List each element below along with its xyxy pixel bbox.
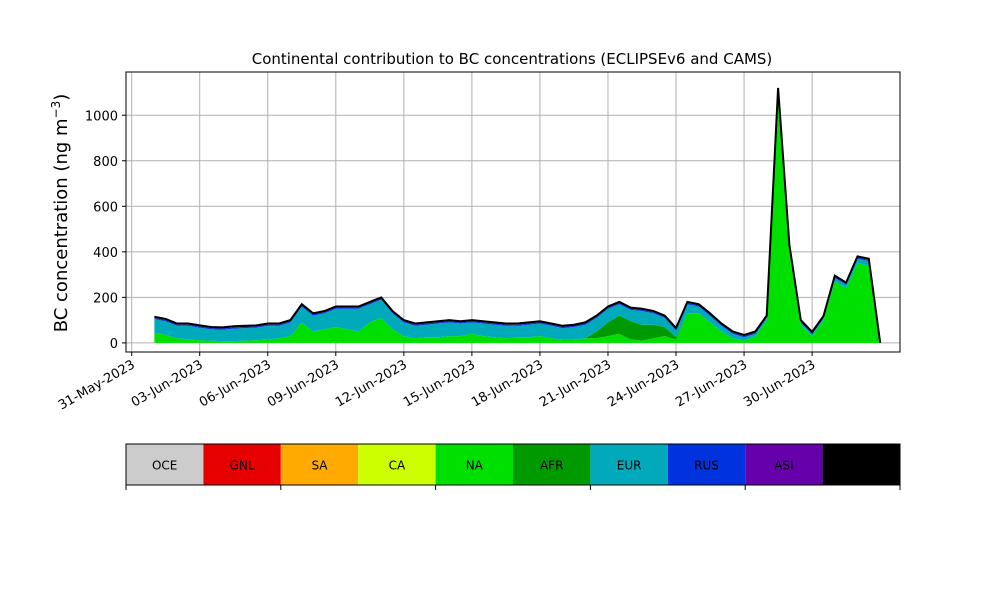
legend-label-oce: OCE (152, 459, 177, 473)
x-tick-label: 24-Jun-2023 (605, 357, 682, 410)
grid-layer (126, 72, 900, 352)
legend-swatch-rus (667, 444, 746, 485)
legend-swatch-afr (513, 444, 591, 485)
legend-swatch-sa (280, 444, 359, 485)
legend: OCE GNL SA CA NA AFR EUR RUS ASI AUS (125, 443, 901, 490)
legend-label-sa: SA (311, 459, 328, 473)
y-axis-label-close: ) (51, 94, 72, 101)
legend-swatch-eur (590, 444, 668, 485)
y-tick-label: 200 (93, 291, 118, 306)
x-tick-label: 21-Jun-2023 (537, 357, 614, 410)
legend-swatch-aus (822, 444, 900, 485)
legend-label-na: NA (466, 459, 484, 473)
legend-label-afr: AFR (540, 459, 563, 473)
legend-label-asi: ASI (774, 459, 793, 473)
legend-swatch-oce (126, 444, 204, 485)
x-tick-label: 18-Jun-2023 (469, 357, 546, 410)
legend-swatch-gnl (203, 444, 281, 485)
plot-frame (125, 71, 901, 353)
series-layer (154, 87, 882, 344)
x-tick-label: 30-Jun-2023 (741, 357, 818, 410)
y-tick-label: 1000 (85, 109, 118, 124)
x-tick-label: 03-Jun-2023 (129, 357, 206, 410)
y-tick-label: 0 (110, 337, 118, 352)
y-tick-label: 400 (93, 246, 118, 261)
legend-swatch-na (435, 444, 513, 485)
legend-frame (125, 443, 901, 486)
y-axis-label: BC concentration (ng m−3) (49, 94, 72, 333)
legend-label-gnl: GNL (230, 459, 255, 473)
y-tick-label: 800 (93, 155, 118, 170)
legend-label-aus: AUS (849, 459, 874, 473)
series-total-line (154, 87, 882, 344)
legend-swatch-asi (745, 444, 823, 485)
x-tick-label: 06-Jun-2023 (197, 357, 274, 410)
legend-swatch-ca (358, 444, 436, 485)
chart-title: Continental contribution to BC concentra… (252, 50, 773, 68)
legend-label-rus: RUS (694, 459, 719, 473)
x-tick-label: 09-Jun-2023 (265, 357, 342, 410)
x-tick-label: 12-Jun-2023 (333, 357, 410, 410)
legend-label-eur: EUR (617, 459, 642, 473)
y-tick-label: 600 (93, 200, 118, 215)
x-tick-label: 31-May-2023 (56, 357, 138, 413)
x-tick-label: 15-Jun-2023 (401, 357, 478, 410)
legend-label-ca: CA (389, 459, 406, 473)
y-axis-label-exponent: −3 (49, 101, 63, 119)
x-tick-label: 27-Jun-2023 (673, 357, 750, 410)
